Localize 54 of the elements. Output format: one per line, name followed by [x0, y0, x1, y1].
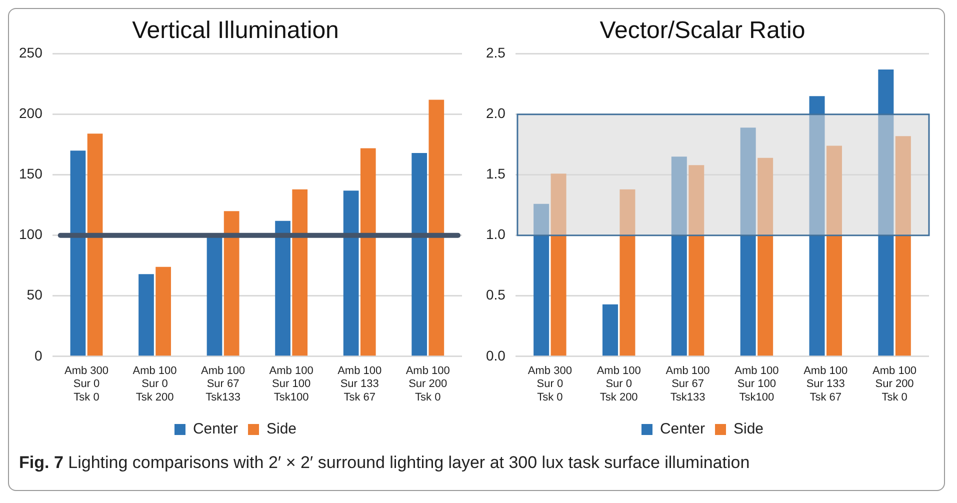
bar — [224, 211, 240, 356]
bar — [343, 190, 359, 356]
bar — [878, 70, 894, 356]
x-tick-label: Amb 100 Sur 133 Tsk 67 — [804, 365, 848, 404]
legend-label: Center — [192, 420, 238, 438]
bar — [156, 266, 171, 356]
legend-label: Side — [734, 420, 764, 438]
x-tick-label: Amb 100 Sur 200 Tsk 0 — [406, 365, 450, 404]
y-tick-label: 2.0 — [486, 105, 506, 122]
x-tick-label: Amb 100 Sur 67 Tsk133 — [666, 365, 710, 404]
bar — [688, 165, 704, 356]
y-tick-label: 1.5 — [486, 166, 506, 182]
bar — [758, 158, 774, 356]
chart-title: Vertical Illumination — [132, 17, 339, 44]
x-tick-label: Amb 300 Sur 0 Tsk 0 — [64, 365, 109, 404]
y-tick-label: 0.0 — [486, 347, 506, 364]
y-tick-label: 2.5 — [486, 44, 506, 61]
x-tick-label: Amb 100 Sur 0 Tsk 200 — [132, 365, 177, 404]
bar — [895, 136, 911, 356]
y-tick-label: 50 — [26, 286, 43, 303]
x-tick-label: Amb 100 Sur 100 Tsk100 — [734, 365, 779, 404]
bar — [534, 204, 550, 356]
x-tick-label: Amb 100 Sur 200 Tsk 0 — [872, 365, 917, 404]
legend-label: Center — [660, 420, 706, 438]
bar — [360, 148, 376, 356]
bar — [87, 134, 103, 356]
bar — [740, 128, 756, 356]
y-tick-label: 0 — [34, 347, 43, 364]
y-tick-label: 250 — [19, 44, 43, 61]
bar — [412, 153, 428, 356]
bar — [428, 100, 444, 356]
x-tick-label: Amb 100 Sur 67 Tsk133 — [201, 365, 246, 404]
y-tick-label: 200 — [19, 105, 43, 122]
x-tick-label: Amb 100 Sur 0 Tsk 200 — [596, 365, 641, 404]
bar — [620, 189, 636, 356]
x-tick-label: Amb 100 Sur 133 Tsk 67 — [338, 365, 382, 404]
bar — [70, 150, 86, 356]
bar — [138, 274, 154, 356]
legend-label: Side — [266, 420, 297, 438]
bar — [826, 146, 842, 356]
x-tick-label: Amb 100 Sur 100 Tsk100 — [269, 365, 314, 404]
bar — [292, 189, 308, 356]
y-tick-label: 0.5 — [486, 286, 506, 303]
bar — [809, 96, 825, 356]
bar — [671, 156, 687, 356]
bar — [550, 174, 566, 356]
bar — [275, 220, 290, 356]
x-tick-label: Amb 300 Sur 0 Tsk 0 — [528, 365, 572, 404]
chart-title: Vector/Scalar Ratio — [600, 17, 806, 44]
bar — [602, 304, 618, 356]
y-tick-label: 150 — [19, 166, 43, 182]
y-tick-label: 1.0 — [486, 226, 506, 242]
caption: Fig. 7 Lighting comparisons with 2′ × 2′ surround lighting layer at 300 lux task surface illumination — [18, 453, 751, 473]
y-tick-label: 100 — [19, 226, 43, 242]
